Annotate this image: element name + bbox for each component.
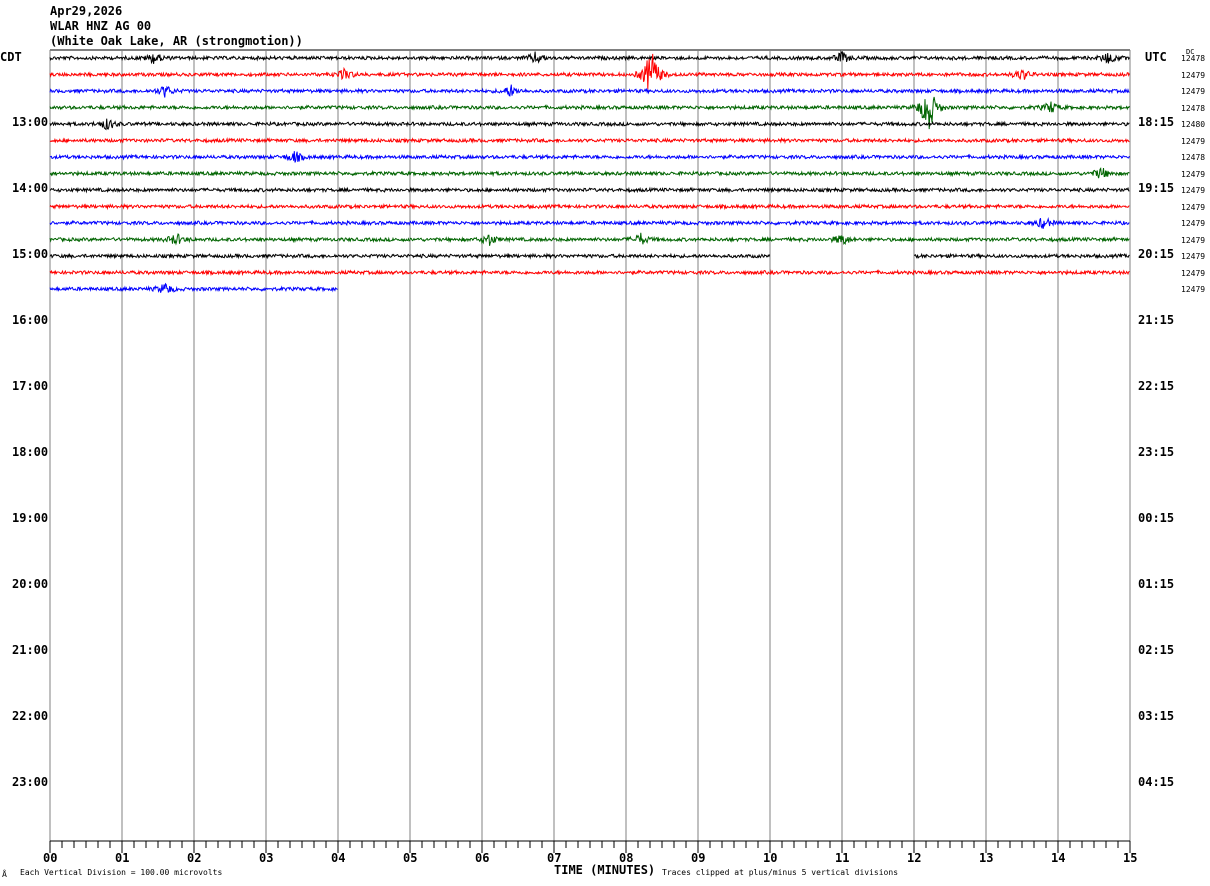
dc-offset-value: 12479	[1181, 70, 1206, 80]
seismic-trace	[49, 137, 1130, 145]
x-tick-label: 10	[763, 851, 778, 865]
clip-note: Traces clipped at plus/minus 5 vertical …	[662, 868, 899, 877]
seismic-trace	[49, 269, 1130, 277]
utc-hour-label: 20:15	[1138, 247, 1175, 261]
dc-title: DC	[1186, 48, 1195, 56]
x-tick-label: 11	[835, 851, 850, 865]
x-tick-label: 14	[1051, 851, 1066, 865]
seismic-trace	[49, 50, 1130, 65]
x-tick-label: 06	[475, 851, 490, 865]
utc-hour-label: 23:15	[1138, 445, 1175, 459]
seismic-trace	[49, 84, 1130, 98]
x-tick-label: 09	[691, 851, 706, 865]
dc-offset-value: 12479	[1181, 136, 1206, 146]
x-axis-title: TIME (MINUTES)	[554, 863, 656, 877]
x-tick-label: 12	[907, 851, 922, 865]
x-tick-label: 08	[619, 851, 634, 865]
scale-icon: Å	[2, 870, 7, 879]
dc-offset-value: 12479	[1181, 202, 1206, 212]
seismic-trace	[49, 203, 1130, 211]
cdt-hour-label: 16:00	[12, 313, 49, 327]
cdt-hour-label: 21:00	[12, 643, 49, 657]
station-label: WLAR HNZ AG 00	[50, 19, 152, 33]
cdt-hour-label: 14:00	[12, 181, 49, 195]
utc-hour-label: 21:15	[1138, 313, 1175, 327]
cdt-hour-label: 20:00	[12, 577, 49, 591]
cdt-hour-label: 22:00	[12, 709, 49, 723]
seismic-trace	[914, 252, 1130, 260]
utc-hour-label: 01:15	[1138, 577, 1175, 591]
dc-offset-value: 12478	[1181, 103, 1206, 113]
utc-axis-title: UTC	[1145, 50, 1167, 64]
x-tick-label: 02	[187, 851, 202, 865]
utc-hour-label: 04:15	[1138, 775, 1175, 789]
date-label: Apr29,2026	[50, 4, 123, 18]
x-tick-label: 01	[115, 851, 130, 865]
location-label: (White Oak Lake, AR (strongmotion))	[50, 34, 303, 48]
seismic-trace	[49, 186, 1130, 194]
x-tick-label: 04	[331, 851, 346, 865]
utc-hour-label: 18:15	[1138, 115, 1175, 129]
dc-offset-value: 12479	[1181, 268, 1206, 278]
dc-offset-value: 12479	[1181, 235, 1206, 245]
seismic-trace	[49, 96, 1130, 130]
x-tick-label: 13	[979, 851, 994, 865]
cdt-hour-label: 17:00	[12, 379, 49, 393]
dc-offset-value: 12479	[1181, 87, 1206, 96]
dc-offset-value: 12480	[1181, 120, 1206, 129]
dc-offset-value: 12478	[1181, 153, 1206, 162]
seismic-trace	[49, 53, 1130, 90]
utc-hour-label: 00:15	[1138, 511, 1175, 525]
seismic-trace	[49, 151, 1130, 163]
scale-note: Each Vertical Division = 100.00 microvol…	[20, 868, 223, 877]
seismic-trace	[49, 217, 1130, 230]
seismic-trace	[49, 252, 771, 260]
seismic-trace	[49, 118, 1130, 131]
seismic-trace	[49, 232, 1130, 246]
x-tick-label: 15	[1123, 851, 1138, 865]
dc-offset-value: 12479	[1181, 219, 1206, 228]
x-tick-label: 07	[547, 851, 562, 865]
dc-offset-value: 12479	[1181, 186, 1206, 195]
utc-hour-label: 19:15	[1138, 181, 1175, 195]
cdt-hour-label: 13:00	[12, 115, 49, 129]
dc-offset-value: 12478	[1181, 54, 1206, 63]
seismic-trace	[49, 282, 338, 293]
cdt-hour-label: 23:00	[12, 775, 49, 789]
dc-offset-value: 12479	[1181, 252, 1206, 261]
cdt-hour-label: 19:00	[12, 511, 49, 525]
cdt-hour-label: 15:00	[12, 247, 49, 261]
seismic-trace	[49, 167, 1130, 179]
utc-hour-label: 22:15	[1138, 379, 1175, 393]
dc-offset-value: 12479	[1181, 285, 1206, 294]
x-tick-label: 00	[43, 851, 58, 865]
dc-offset-value: 12479	[1181, 169, 1206, 179]
cdt-hour-label: 18:00	[12, 445, 49, 459]
x-tick-label: 03	[259, 851, 274, 865]
x-tick-label: 05	[403, 851, 418, 865]
cdt-axis-title: CDT	[0, 50, 22, 64]
utc-hour-label: 03:15	[1138, 709, 1175, 723]
utc-hour-label: 02:15	[1138, 643, 1175, 657]
